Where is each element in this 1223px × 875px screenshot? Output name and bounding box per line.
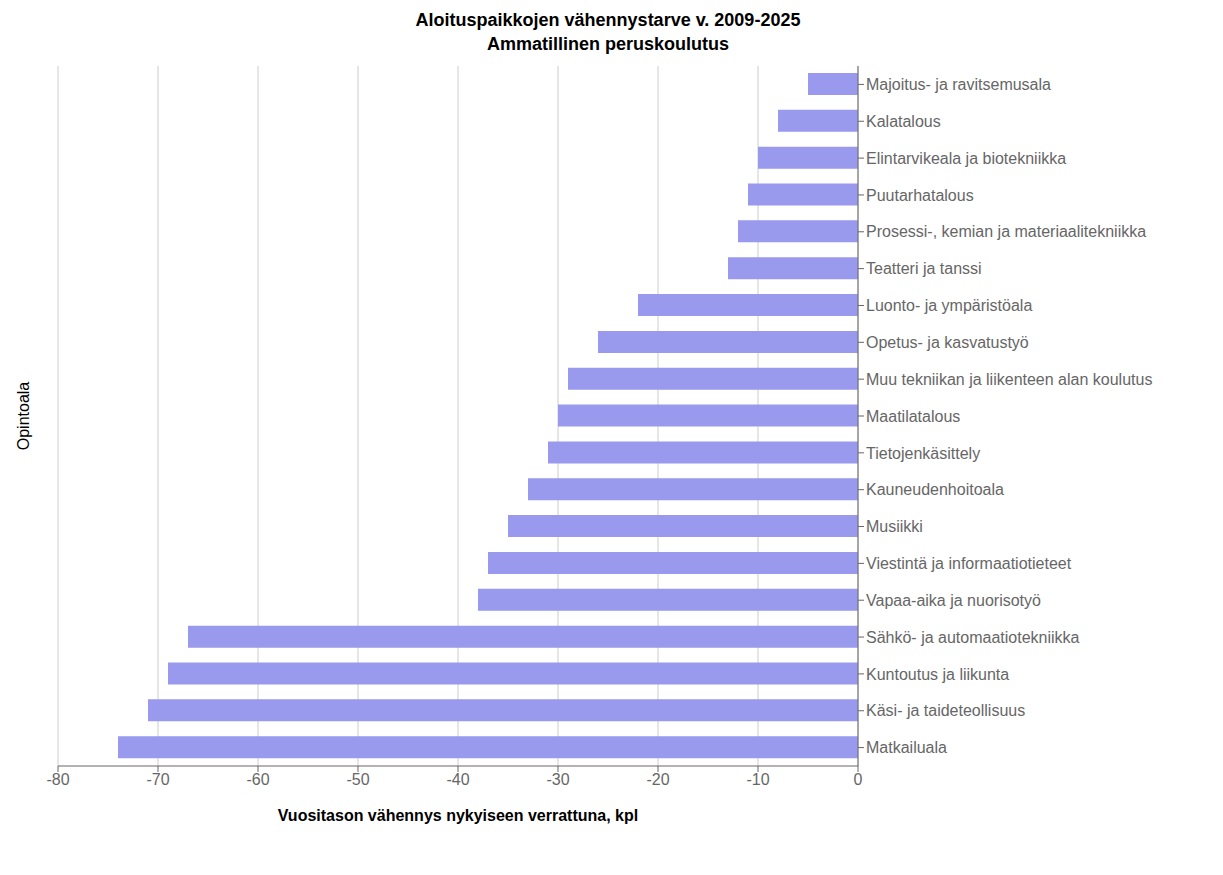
svg-text:Sähkö- ja automaatiotekniikka: Sähkö- ja automaatiotekniikka (866, 629, 1080, 646)
svg-text:Tietojenkäsittely: Tietojenkäsittely (866, 445, 980, 462)
html-text:Ammatillinen peruskoulutus: Ammatillinen peruskoulutus (487, 34, 729, 54)
svg-text:Kauneudenhoitoala: Kauneudenhoitoala (866, 481, 1004, 498)
svg-text:Luonto- ja ympäristöala: Luonto- ja ympäristöala (866, 297, 1032, 314)
svg-text:-40: -40 (446, 771, 469, 788)
svg-text:Muu tekniikan ja liikenteen al: Muu tekniikan ja liikenteen alan koulutu… (866, 371, 1152, 388)
svg-text:-10: -10 (746, 771, 769, 788)
svg-text:Puutarhatalous: Puutarhatalous (866, 187, 974, 204)
svg-text:-50: -50 (346, 771, 369, 788)
svg-text:Elintarvikeala ja biotekniikka: Elintarvikeala ja biotekniikka (866, 150, 1066, 167)
svg-text:Prosessi-, kemian ja materiaal: Prosessi-, kemian ja materiaalitekniikka (866, 223, 1146, 240)
svg-text:Vapaa-aika ja nuorisotyö: Vapaa-aika ja nuorisotyö (866, 592, 1041, 609)
svg-text:-20: -20 (646, 771, 669, 788)
svg-text:0: 0 (854, 771, 863, 788)
svg-text:Kuntoutus ja liikunta: Kuntoutus ja liikunta (866, 666, 1009, 683)
svg-text:Opintoala: Opintoala (15, 382, 32, 451)
svg-text:Musiikki: Musiikki (866, 518, 923, 535)
svg-text:Majoitus- ja ravitsemusala: Majoitus- ja ravitsemusala (866, 76, 1051, 93)
svg-text:-70: -70 (146, 771, 169, 788)
svg-text:Matkailuala: Matkailuala (866, 739, 947, 756)
svg-text:-80: -80 (46, 771, 69, 788)
html-text:Aloituspaikkojen vähennystarve: Aloituspaikkojen vähennystarve v. 2009-2… (415, 10, 801, 30)
svg-text:Vuositason vähennys nykyiseen: Vuositason vähennys nykyiseen verrattuna… (278, 807, 638, 824)
svg-text:Opetus- ja kasvatustyö: Opetus- ja kasvatustyö (866, 334, 1029, 351)
svg-text:Kalatalous: Kalatalous (866, 113, 941, 130)
svg-text:Käsi- ja taideteollisuus: Käsi- ja taideteollisuus (866, 702, 1025, 719)
svg-text:-60: -60 (246, 771, 269, 788)
svg-text:Maatilatalous: Maatilatalous (866, 408, 960, 425)
svg-text:Teatteri ja tanssi: Teatteri ja tanssi (866, 260, 982, 277)
svg-text:Viestintä ja informaatiotietee: Viestintä ja informaatiotieteet (866, 555, 1072, 572)
svg-text:-30: -30 (546, 771, 569, 788)
